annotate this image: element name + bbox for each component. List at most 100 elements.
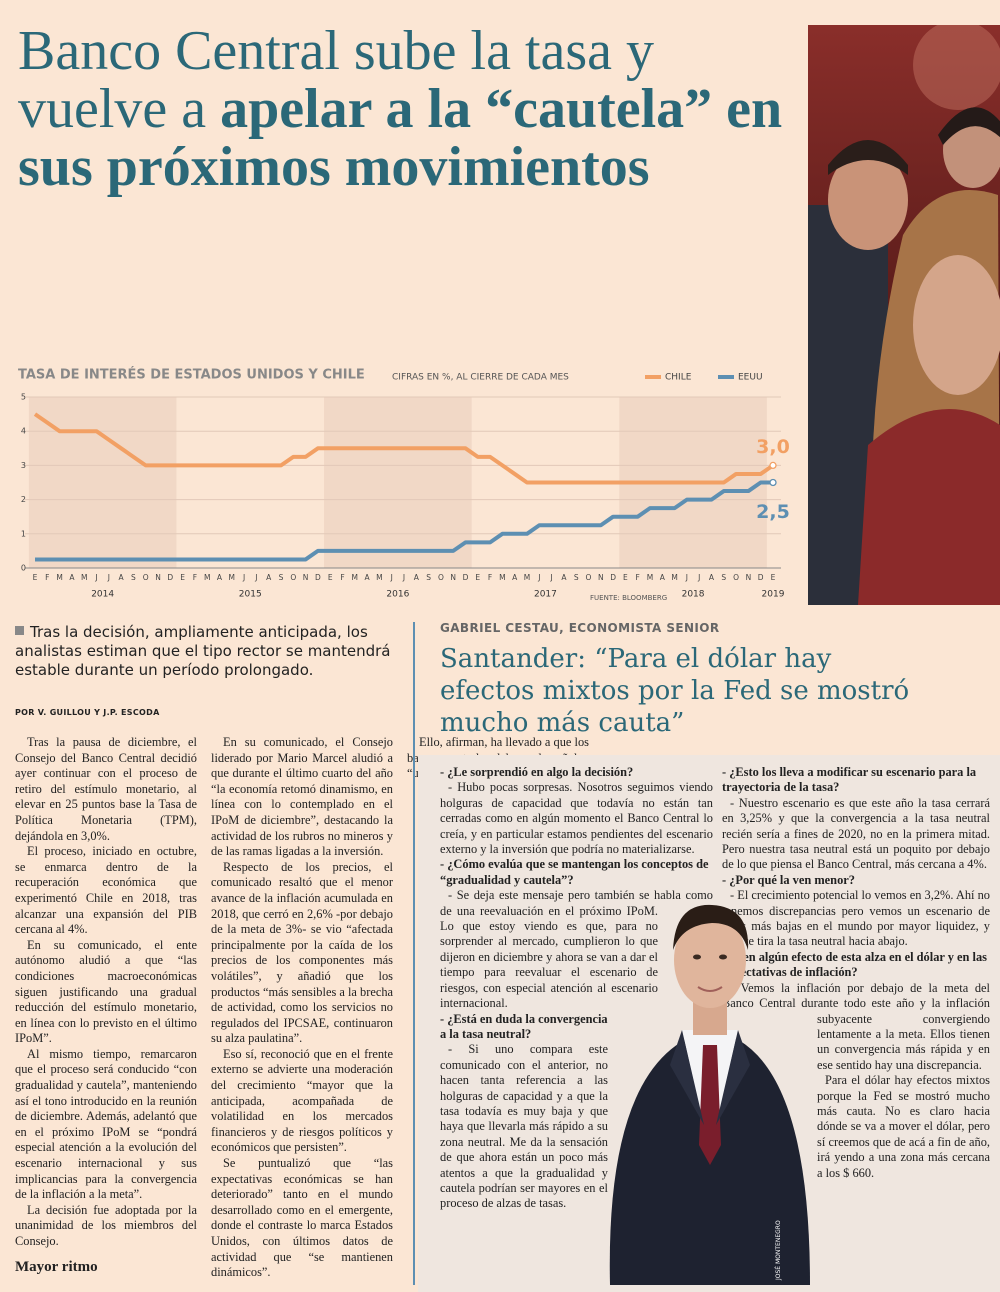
byline: POR V. GUILLOU Y J.P. ESCODA bbox=[15, 708, 160, 717]
interview-title: Santander: “Para el dólar hay efectos mi… bbox=[440, 644, 910, 738]
bullet bbox=[15, 626, 24, 635]
series-line bbox=[35, 480, 773, 562]
x-tick-label: F bbox=[45, 573, 49, 582]
x-tick-label: N bbox=[155, 573, 161, 582]
x-tick-label: E bbox=[180, 573, 185, 582]
answer: - Vemos la inflación por debajo de la me… bbox=[722, 980, 990, 1072]
year-label: 2014 bbox=[91, 590, 114, 600]
photo-credit: JOSÉ MONTENEGRO bbox=[775, 1220, 782, 1280]
question: - ¿Cómo evalúa que se mantengan los conc… bbox=[440, 857, 709, 887]
paragraph: Tras la pausa de diciembre, el Consejo d… bbox=[15, 735, 197, 843]
x-tick-label: E bbox=[771, 573, 776, 582]
x-tick-label: S bbox=[574, 573, 579, 582]
x-tick-label: F bbox=[488, 573, 492, 582]
x-tick-label: D bbox=[463, 573, 469, 582]
x-tick-label: M bbox=[352, 573, 358, 582]
x-tick-label: A bbox=[561, 573, 567, 582]
question: - ¿Está en duda la convergencia a la tas… bbox=[440, 1011, 608, 1041]
x-tick-label: A bbox=[69, 573, 75, 582]
x-tick-label: E bbox=[623, 573, 628, 582]
portrait bbox=[609, 904, 810, 1285]
series-line bbox=[33, 412, 775, 485]
end-label: 3,0 bbox=[756, 436, 790, 458]
x-tick-label: M bbox=[229, 573, 235, 582]
year-label: 2016 bbox=[386, 590, 409, 600]
x-tick-label: F bbox=[193, 573, 197, 582]
x-tick-label: M bbox=[524, 573, 530, 582]
answer: - Nuestro escenario es que este año la t… bbox=[722, 795, 990, 872]
x-tick-label: J bbox=[94, 573, 97, 582]
year-label: 2019 bbox=[762, 590, 785, 600]
answer: - Se deja este mensaje pero también se h… bbox=[440, 888, 713, 1011]
x-tick-label: O bbox=[586, 573, 592, 582]
interview-kicker: GABRIEL CESTAU, ECONOMISTA SENIOR bbox=[440, 621, 720, 635]
paragraph: Respecto de los precios, el comunicado r… bbox=[211, 859, 394, 1046]
x-tick-label: N bbox=[450, 573, 456, 582]
x-tick-label: E bbox=[328, 573, 333, 582]
x-tick-label: A bbox=[217, 573, 223, 582]
chart-subtitle: CIFRAS EN %, AL CIERRE DE CADA MES bbox=[392, 373, 569, 383]
y-tick-label: 4 bbox=[21, 427, 26, 436]
x-tick-label: N bbox=[746, 573, 752, 582]
x-tick-label: M bbox=[647, 573, 653, 582]
x-tick-label: E bbox=[33, 573, 38, 582]
x-tick-label: O bbox=[733, 573, 739, 582]
article: Tras la pausa de diciembre, el Consejo d… bbox=[15, 735, 589, 1285]
x-tick-label: M bbox=[204, 573, 210, 582]
headline-regular: Banco Central sube la tasa y vuelve a bbox=[18, 20, 655, 140]
year-band bbox=[28, 397, 177, 568]
x-tick-label: N bbox=[598, 573, 604, 582]
answer: - Hubo pocas sorpresas. Nosotros seguimo… bbox=[440, 780, 713, 857]
x-tick-label: S bbox=[131, 573, 136, 582]
x-tick-label: S bbox=[426, 573, 431, 582]
x-tick-label: E bbox=[475, 573, 480, 582]
year-band bbox=[324, 397, 472, 568]
x-tick-label: A bbox=[266, 573, 272, 582]
x-tick-label: D bbox=[167, 573, 173, 582]
x-tick-label: A bbox=[365, 573, 371, 582]
x-tick-label: S bbox=[721, 573, 726, 582]
x-tick-label: D bbox=[758, 573, 764, 582]
x-tick-label: O bbox=[143, 573, 149, 582]
x-tick-label: O bbox=[438, 573, 444, 582]
headline-bold: apelar a la “cautela” en sus próximos mo… bbox=[18, 78, 783, 198]
y-tick-label: 0 bbox=[21, 564, 26, 573]
end-label: 2,5 bbox=[756, 501, 790, 523]
x-tick-label: J bbox=[537, 573, 540, 582]
question: - ¿Esto los lleva a modificar su escenar… bbox=[722, 765, 977, 795]
year-label: 2015 bbox=[239, 590, 262, 600]
y-tick-label: 5 bbox=[21, 393, 26, 402]
chart-source: FUENTE: BLOOMBERG bbox=[590, 594, 667, 602]
paragraph: En su comunicado, el ente autónomo aludi… bbox=[15, 937, 197, 1046]
interview-column: - ¿Esto los lleva a modificar su escenar… bbox=[722, 765, 990, 1285]
question: - ¿Por qué la ven menor? bbox=[722, 872, 855, 887]
chart-title: TASA DE INTERÉS DE ESTADOS UNIDOS Y CHIL… bbox=[18, 367, 365, 383]
x-tick-label: M bbox=[671, 573, 677, 582]
x-tick-label: M bbox=[499, 573, 505, 582]
paragraph: Al mismo tiempo, remarcaron que el proce… bbox=[15, 1046, 197, 1202]
end-point bbox=[769, 478, 777, 487]
x-tick-label: O bbox=[290, 573, 296, 582]
x-tick-label: J bbox=[107, 573, 110, 582]
legend-label: EEUU bbox=[738, 373, 763, 383]
x-tick-label: D bbox=[610, 573, 616, 582]
legend-label: CHILE bbox=[665, 373, 692, 383]
x-tick-label: J bbox=[697, 573, 700, 582]
x-tick-label: M bbox=[376, 573, 382, 582]
lede-text: Tras la decisión, ampliamente anticipada… bbox=[15, 623, 391, 679]
x-tick-label: A bbox=[414, 573, 420, 582]
answer: Para el dólar hay efectos mixtos porque … bbox=[817, 1073, 990, 1180]
question: - ¿Le sorprendió en algo la decisión? bbox=[440, 765, 634, 779]
x-tick-label: S bbox=[279, 573, 284, 582]
y-tick-label: 2 bbox=[21, 495, 26, 504]
x-tick-label: J bbox=[549, 573, 552, 582]
x-tick-label: N bbox=[303, 573, 309, 582]
x-tick-label: A bbox=[512, 573, 518, 582]
x-tick-label: A bbox=[119, 573, 125, 582]
x-tick-label: J bbox=[402, 573, 405, 582]
x-tick-label: J bbox=[242, 573, 245, 582]
x-tick-label: J bbox=[685, 573, 688, 582]
subhead: Mayor ritmo bbox=[15, 1258, 98, 1275]
y-tick-label: 3 bbox=[21, 461, 26, 470]
